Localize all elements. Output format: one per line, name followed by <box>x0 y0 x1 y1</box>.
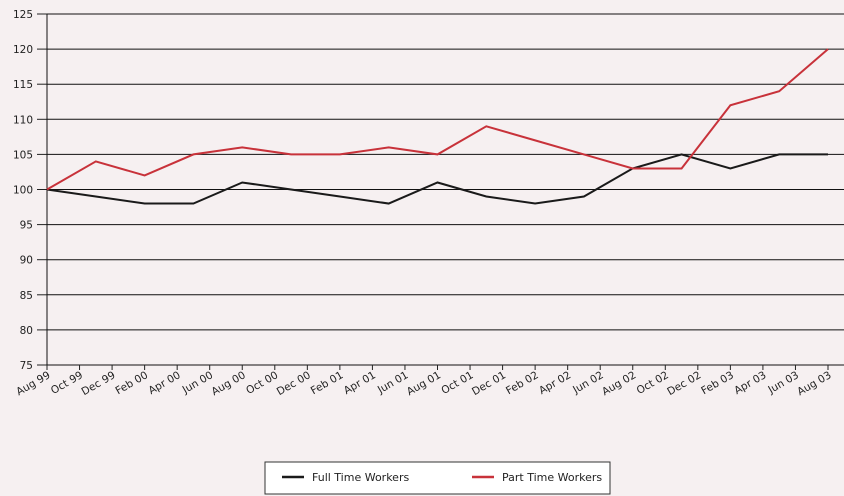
x-tick-label: Aug 03 <box>795 369 833 398</box>
legend-label: Full Time Workers <box>312 471 409 484</box>
y-tick-label: 90 <box>20 255 33 267</box>
x-tick-label: Aug 01 <box>405 369 443 398</box>
x-tick-label: Jun 03 <box>765 369 801 396</box>
x-tick-label: Feb 01 <box>309 369 346 397</box>
x-tick-label: Feb 00 <box>114 369 151 397</box>
y-tick-label: 100 <box>13 185 33 197</box>
x-tick-label: Aug 02 <box>600 369 638 398</box>
y-tick-label: 115 <box>13 79 33 91</box>
x-tick-label: Jun 00 <box>180 369 216 396</box>
x-tick-label: Apr 01 <box>342 369 378 397</box>
x-tick-label: Apr 02 <box>537 369 573 397</box>
x-tick-label: Jun 02 <box>570 369 606 396</box>
x-tick-label: Oct 99 <box>49 369 85 397</box>
x-tick-label: Feb 03 <box>699 369 736 397</box>
y-tick-label: 85 <box>20 290 33 302</box>
x-tick-label: Oct 01 <box>439 369 475 397</box>
y-tick-label: 95 <box>20 220 33 232</box>
y-tick-label: 105 <box>13 149 33 161</box>
y-tick-label: 120 <box>13 44 33 56</box>
y-tick-label: 75 <box>20 360 33 372</box>
x-tick-label: Dec 99 <box>80 369 118 398</box>
x-tick-label: Apr 00 <box>146 369 182 397</box>
legend-box <box>264 461 611 495</box>
x-tick-label: Oct 00 <box>244 369 280 397</box>
x-tick-label: Apr 03 <box>732 369 768 397</box>
x-tick-label: Aug 99 <box>14 369 52 398</box>
series-line <box>46 48 829 191</box>
y-tick-label: 125 <box>13 9 33 21</box>
x-tick-label: Feb 02 <box>504 369 541 397</box>
y-tick-label: 110 <box>13 114 33 126</box>
x-tick-label: Oct 02 <box>635 369 671 397</box>
x-tick-label: Aug 00 <box>210 369 248 398</box>
legend-label: Part Time Workers <box>502 471 602 484</box>
x-tick-label: Dec 01 <box>470 369 508 398</box>
x-tick-label: Dec 02 <box>665 369 703 398</box>
x-tick-label: Dec 00 <box>275 369 313 398</box>
x-tick-label: Jun 01 <box>375 369 411 396</box>
series-line <box>46 153 828 205</box>
y-tick-label: 80 <box>20 325 33 337</box>
